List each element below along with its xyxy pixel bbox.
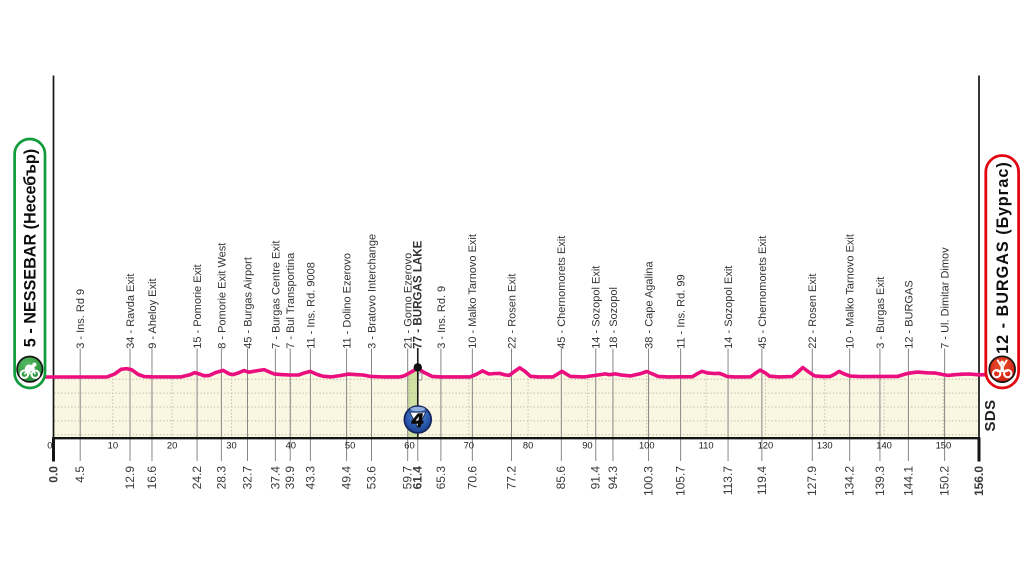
svg-text:3 - Burgas Exit: 3 - Burgas Exit: [875, 277, 887, 349]
svg-text:119.4: 119.4: [755, 466, 769, 495]
svg-text:77.2: 77.2: [504, 466, 518, 490]
svg-text:144.1: 144.1: [901, 466, 915, 496]
svg-text:3 - Ins. Rd. 9: 3 - Ins. Rd. 9: [436, 286, 448, 349]
svg-text:37.4: 37.4: [268, 466, 282, 490]
svg-text:11 - Dolino Ezerovo: 11 - Dolino Ezerovo: [341, 253, 353, 349]
svg-text:77 - BURGAS LAKE: 77 - BURGAS LAKE: [412, 240, 425, 348]
svg-text:61.4: 61.4: [411, 466, 425, 490]
svg-text:32.7: 32.7: [240, 466, 254, 490]
svg-text:100: 100: [639, 440, 655, 451]
svg-text:70: 70: [464, 440, 474, 451]
svg-text:9 - Aheloy Exit: 9 - Aheloy Exit: [147, 278, 159, 348]
svg-text:22 - Rosen Exit: 22 - Rosen Exit: [807, 274, 819, 349]
svg-text:10 - Malko Tarnovo Exit: 10 - Malko Tarnovo Exit: [845, 234, 857, 349]
svg-text:50: 50: [345, 440, 355, 451]
svg-text:70.6: 70.6: [465, 466, 479, 490]
svg-text:0.0: 0.0: [46, 466, 60, 483]
svg-text:49.4: 49.4: [339, 466, 353, 490]
svg-text:85.6: 85.6: [554, 466, 568, 490]
svg-text:12 - BURGAS: 12 - BURGAS: [903, 280, 915, 348]
svg-text:24.2: 24.2: [190, 466, 204, 490]
svg-text:94.3: 94.3: [606, 466, 620, 490]
svg-text:3 - Bratovo Interchange: 3 - Bratovo Interchange: [366, 234, 378, 349]
svg-text:5 - NESSEBAR (Несебър): 5 - NESSEBAR (Несебър): [22, 149, 40, 347]
svg-text:15 - Pomorie Exit: 15 - Pomorie Exit: [192, 264, 204, 348]
svg-text:65.3: 65.3: [434, 466, 448, 490]
svg-text:28.3: 28.3: [214, 466, 228, 490]
svg-text:16.6: 16.6: [145, 466, 159, 490]
svg-text:130: 130: [817, 440, 833, 451]
svg-text:156.0: 156.0: [972, 466, 986, 496]
svg-text:59.7: 59.7: [401, 466, 415, 490]
svg-text:105.7: 105.7: [673, 466, 687, 496]
svg-text:18 - Sozopol: 18 - Sozopol: [608, 287, 620, 349]
svg-text:140: 140: [876, 440, 892, 451]
svg-text:60: 60: [404, 440, 414, 451]
svg-text:150.2: 150.2: [937, 466, 951, 496]
svg-text:11 - Ins. Rd. 9008: 11 - Ins. Rd. 9008: [305, 262, 317, 349]
svg-text:21 - Gorno Ezerovo: 21 - Gorno Ezerovo: [403, 253, 415, 349]
svg-text:100.3: 100.3: [641, 466, 655, 496]
svg-text:20: 20: [167, 440, 177, 451]
svg-text:7 - Burgas Centre Exit: 7 - Burgas Centre Exit: [270, 241, 282, 349]
svg-text:12.9: 12.9: [123, 466, 137, 490]
svg-text:0: 0: [47, 440, 52, 451]
svg-text:91.4: 91.4: [589, 466, 603, 490]
svg-text:3 - Ins. Rd 9: 3 - Ins. Rd 9: [75, 289, 87, 349]
svg-text:14 - Sozopol Exit: 14 - Sozopol Exit: [723, 266, 735, 349]
svg-text:22 - Rosen Exit: 22 - Rosen Exit: [506, 274, 518, 349]
svg-text:14 - Sozopol Exit: 14 - Sozopol Exit: [591, 266, 603, 349]
svg-text:34 - Ravda Exit: 34 - Ravda Exit: [125, 274, 137, 349]
svg-text:7 - Ul. Dimitar Dimov: 7 - Ul. Dimitar Dimov: [939, 247, 951, 349]
svg-text:45 - Burgas Airport: 45 - Burgas Airport: [242, 257, 254, 349]
svg-text:53.6: 53.6: [364, 466, 378, 490]
svg-text:139.3: 139.3: [873, 466, 887, 496]
svg-text:45 - Chernomorets Exit: 45 - Chernomorets Exit: [757, 236, 769, 349]
svg-text:45 - Chernomorets Exit: 45 - Chernomorets Exit: [556, 236, 568, 349]
svg-text:113.7: 113.7: [721, 466, 735, 495]
svg-text:150: 150: [936, 440, 952, 451]
svg-text:110: 110: [699, 440, 714, 451]
svg-text:4.5: 4.5: [73, 466, 87, 483]
svg-text:39.9: 39.9: [283, 466, 297, 490]
svg-text:38 - Cape Agalina: 38 - Cape Agalina: [643, 260, 655, 348]
svg-text:43.3: 43.3: [303, 466, 317, 490]
svg-text:134.2: 134.2: [843, 466, 857, 496]
svg-text:11 - Ins. Rd. 99: 11 - Ins. Rd. 99: [675, 274, 687, 348]
svg-text:127.9: 127.9: [805, 466, 819, 496]
svg-text:120: 120: [758, 440, 774, 451]
svg-text:8 - Pomorie Exit West: 8 - Pomorie Exit West: [216, 243, 228, 349]
svg-text:30: 30: [226, 440, 236, 451]
svg-text:80: 80: [523, 440, 533, 451]
svg-text:10: 10: [108, 440, 118, 451]
svg-text:12 - BURGAS (Бургас): 12 - BURGAS (Бургас): [994, 161, 1012, 354]
svg-text:7 - Bul Transportina: 7 - Bul Transportina: [285, 252, 297, 349]
svg-text:40: 40: [286, 440, 296, 451]
svg-text:90: 90: [582, 440, 592, 451]
svg-text:10 - Malko Tarnovo Exit: 10 - Malko Tarnovo Exit: [467, 234, 479, 349]
svg-text:SDS: SDS: [982, 399, 999, 431]
